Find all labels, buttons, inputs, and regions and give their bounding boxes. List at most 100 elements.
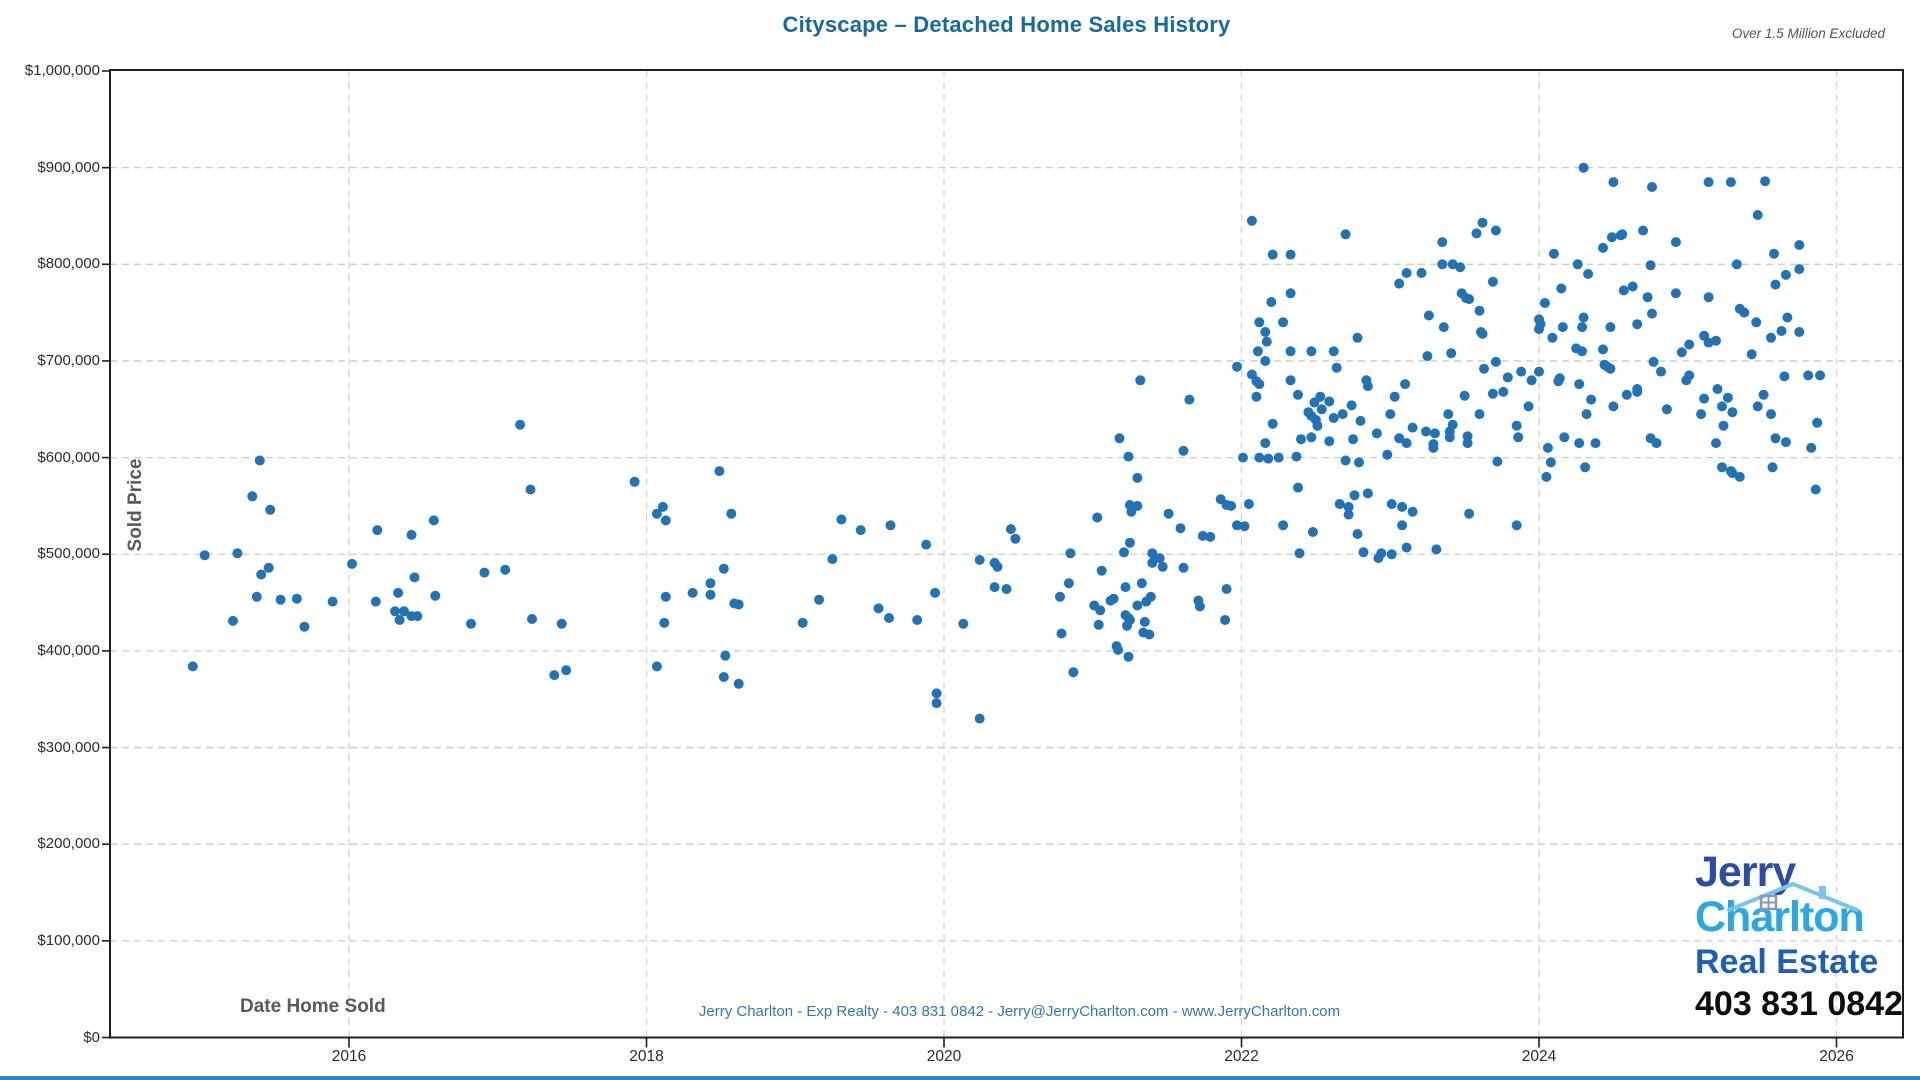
- data-point[interactable]: [1145, 591, 1156, 602]
- data-point[interactable]: [1291, 451, 1302, 462]
- data-point[interactable]: [1010, 533, 1021, 544]
- data-point[interactable]: [1123, 651, 1134, 662]
- data-point[interactable]: [1056, 628, 1067, 639]
- data-point[interactable]: [958, 618, 969, 629]
- data-point[interactable]: [1306, 346, 1317, 357]
- data-point[interactable]: [1474, 305, 1485, 316]
- data-point[interactable]: [1355, 415, 1366, 426]
- data-point[interactable]: [931, 688, 942, 699]
- data-point[interactable]: [1648, 356, 1659, 367]
- data-point[interactable]: [1464, 294, 1475, 305]
- data-point[interactable]: [1093, 619, 1104, 630]
- data-point[interactable]: [1647, 182, 1657, 192]
- data-point[interactable]: [199, 550, 210, 561]
- data-point[interactable]: [660, 515, 671, 526]
- data-point[interactable]: [1312, 420, 1323, 431]
- data-point[interactable]: [1526, 375, 1537, 386]
- data-point[interactable]: [1263, 453, 1274, 464]
- data-point[interactable]: [1492, 456, 1503, 467]
- data-point[interactable]: [1684, 339, 1695, 350]
- data-point[interactable]: [884, 613, 894, 623]
- data-point[interactable]: [1382, 449, 1393, 460]
- data-point[interactable]: [466, 618, 476, 629]
- data-point[interactable]: [1132, 472, 1143, 483]
- data-point[interactable]: [1632, 319, 1643, 330]
- data-point[interactable]: [406, 529, 417, 540]
- data-point[interactable]: [1583, 269, 1594, 279]
- data-point[interactable]: [1343, 509, 1354, 520]
- data-point[interactable]: [720, 650, 731, 661]
- data-point[interactable]: [1136, 578, 1147, 589]
- data-point[interactable]: [1617, 229, 1628, 240]
- data-point[interactable]: [1746, 349, 1757, 360]
- data-point[interactable]: [275, 594, 286, 605]
- data-point[interactable]: [1751, 317, 1762, 328]
- data-point[interactable]: [1285, 375, 1296, 386]
- data-point[interactable]: [1416, 268, 1427, 278]
- data-point[interactable]: [1810, 484, 1821, 495]
- data-point[interactable]: [1293, 389, 1303, 400]
- data-point[interactable]: [1278, 317, 1289, 328]
- data-point[interactable]: [1343, 501, 1354, 512]
- data-point[interactable]: [1267, 249, 1278, 260]
- data-point[interactable]: [1120, 582, 1131, 593]
- data-point[interactable]: [1340, 455, 1351, 466]
- data-point[interactable]: [1252, 346, 1263, 357]
- data-point[interactable]: [992, 561, 1003, 572]
- data-point[interactable]: [1401, 542, 1412, 553]
- data-point[interactable]: [1474, 409, 1485, 420]
- data-point[interactable]: [1578, 162, 1589, 173]
- data-point[interactable]: [1722, 392, 1733, 403]
- data-point[interactable]: [1477, 217, 1488, 228]
- data-point[interactable]: [1068, 667, 1079, 678]
- data-point[interactable]: [827, 554, 838, 565]
- data-point[interactable]: [1580, 462, 1591, 473]
- data-point[interactable]: [974, 555, 985, 565]
- data-point[interactable]: [1606, 232, 1617, 243]
- data-point[interactable]: [1438, 322, 1449, 333]
- data-point[interactable]: [1696, 409, 1707, 420]
- data-point[interactable]: [1545, 457, 1556, 468]
- data-point[interactable]: [515, 419, 526, 430]
- data-point[interactable]: [1144, 629, 1155, 640]
- data-point[interactable]: [1638, 225, 1649, 236]
- data-point[interactable]: [629, 476, 640, 487]
- data-point[interactable]: [479, 567, 490, 578]
- data-point[interactable]: [1739, 307, 1750, 318]
- data-point[interactable]: [1642, 292, 1653, 303]
- data-point[interactable]: [1346, 400, 1357, 411]
- data-point[interactable]: [1803, 370, 1814, 381]
- data-point[interactable]: [1752, 210, 1763, 220]
- data-point[interactable]: [718, 563, 729, 574]
- data-point[interactable]: [556, 618, 567, 629]
- data-point[interactable]: [1260, 356, 1271, 366]
- data-point[interactable]: [1132, 500, 1143, 511]
- data-point[interactable]: [1092, 512, 1103, 523]
- data-point[interactable]: [1324, 396, 1335, 407]
- data-point[interactable]: [1421, 426, 1431, 437]
- data-point[interactable]: [726, 508, 737, 519]
- data-point[interactable]: [327, 596, 338, 607]
- data-point[interactable]: [1285, 288, 1296, 299]
- data-point[interactable]: [921, 539, 932, 550]
- data-point[interactable]: [1542, 442, 1553, 453]
- data-point[interactable]: [1226, 500, 1237, 511]
- data-point[interactable]: [1324, 436, 1335, 447]
- data-point[interactable]: [347, 558, 357, 569]
- data-point[interactable]: [1401, 438, 1412, 449]
- data-point[interactable]: [1307, 527, 1318, 537]
- data-point[interactable]: [1574, 438, 1585, 449]
- data-point[interactable]: [1232, 361, 1242, 372]
- data-point[interactable]: [1254, 379, 1265, 390]
- data-point[interactable]: [1511, 420, 1522, 431]
- data-point[interactable]: [1306, 432, 1317, 443]
- data-point[interactable]: [1647, 308, 1657, 319]
- data-point[interactable]: [1554, 373, 1565, 384]
- data-point[interactable]: [1717, 462, 1727, 473]
- data-point[interactable]: [1163, 508, 1174, 519]
- data-point[interactable]: [412, 611, 423, 622]
- data-point[interactable]: [1656, 366, 1666, 377]
- data-point[interactable]: [1119, 547, 1129, 558]
- data-point[interactable]: [1572, 259, 1583, 270]
- data-point[interactable]: [912, 615, 923, 625]
